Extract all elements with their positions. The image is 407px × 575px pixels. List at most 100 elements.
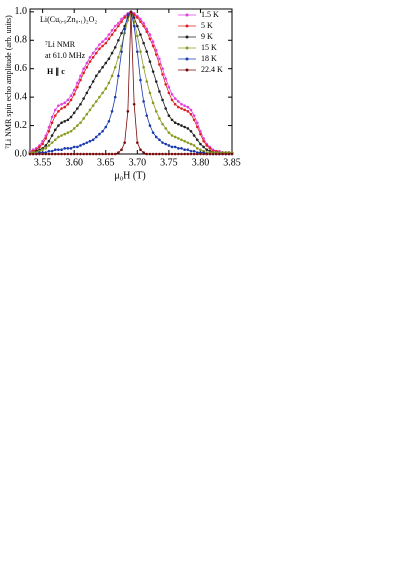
data-point (47, 152, 51, 156)
data-point (88, 85, 92, 89)
annotation: Li(Cu₀.₉Zn₀.₁)₂O₂ (40, 15, 97, 24)
data-point (123, 27, 126, 31)
data-point (202, 145, 205, 149)
data-point (66, 147, 70, 150)
data-point (91, 104, 95, 107)
data-point (63, 101, 67, 105)
data-point (177, 100, 180, 103)
data-point (79, 74, 82, 78)
data-point (154, 135, 158, 139)
data-point (151, 101, 155, 105)
data-point (104, 41, 108, 45)
y-tick-label: 0.4 (15, 91, 28, 102)
data-point (148, 91, 152, 95)
data-point (180, 124, 183, 127)
data-point (173, 102, 177, 106)
data-point (154, 80, 158, 83)
data-point (158, 57, 161, 61)
x-tick-label: 3.75 (160, 157, 178, 168)
data-point (227, 152, 231, 156)
data-point (117, 56, 120, 59)
data-point (189, 129, 193, 133)
data-point (145, 50, 149, 53)
annotation: H ∥ c (47, 67, 65, 76)
data-point (161, 67, 164, 71)
data-point (136, 50, 139, 53)
data-point (57, 104, 60, 107)
data-point (180, 147, 183, 150)
data-point (139, 78, 142, 82)
data-point (199, 152, 202, 156)
data-point (101, 129, 104, 133)
data-point (60, 148, 63, 152)
data-point (145, 30, 149, 34)
data-point (110, 110, 114, 113)
legend-marker (185, 24, 189, 28)
data-point (50, 121, 54, 125)
data-point (76, 85, 79, 89)
data-point (50, 115, 54, 119)
data-point (120, 148, 123, 152)
data-point (192, 144, 196, 147)
data-point (63, 147, 67, 150)
data-point (41, 148, 44, 152)
data-point (145, 152, 149, 156)
data-point (50, 141, 54, 144)
data-point (101, 91, 104, 95)
data-point (41, 142, 44, 146)
data-point (145, 114, 149, 117)
data-point (104, 125, 108, 129)
data-point (167, 152, 171, 156)
data-point (139, 17, 142, 21)
data-point (98, 70, 101, 73)
data-point (180, 138, 183, 142)
data-point (186, 141, 190, 144)
data-point (132, 16, 136, 19)
data-point (177, 147, 180, 150)
data-point (142, 65, 145, 69)
x-axis-label: μ₀H (T) (114, 170, 145, 181)
data-point (132, 24, 136, 28)
data-point (113, 24, 117, 28)
data-point (117, 38, 120, 42)
data-point (107, 57, 111, 61)
data-point (195, 147, 199, 150)
data-point (183, 108, 186, 112)
legend-label: 22.4 K (201, 65, 223, 74)
data-point (195, 121, 199, 125)
data-point (132, 102, 136, 106)
data-point (192, 114, 196, 117)
data-point (85, 141, 89, 144)
data-point (120, 17, 123, 21)
data-point (60, 152, 63, 156)
data-point (76, 81, 79, 85)
data-point (164, 83, 168, 86)
data-point (164, 127, 168, 130)
data-point (136, 16, 139, 19)
data-point (154, 48, 158, 52)
data-point (120, 31, 123, 35)
data-point (66, 98, 70, 102)
data-point (113, 95, 117, 99)
data-point (151, 131, 155, 134)
data-point (177, 137, 180, 140)
data-point (91, 56, 95, 59)
data-point (145, 27, 149, 31)
data-point (44, 144, 48, 147)
data-point (88, 60, 92, 63)
data-point (72, 88, 76, 92)
data-point (44, 147, 48, 150)
data-point (110, 152, 114, 156)
data-point (82, 152, 85, 156)
data-point (186, 105, 190, 109)
data-point (82, 97, 85, 100)
data-point (148, 124, 152, 127)
data-point (117, 74, 120, 78)
data-point (164, 107, 168, 110)
data-point (167, 144, 171, 147)
x-tick-label: 3.55 (34, 157, 52, 168)
data-point (35, 152, 38, 156)
data-point (98, 47, 101, 51)
data-point (177, 122, 180, 126)
data-point (88, 108, 92, 112)
